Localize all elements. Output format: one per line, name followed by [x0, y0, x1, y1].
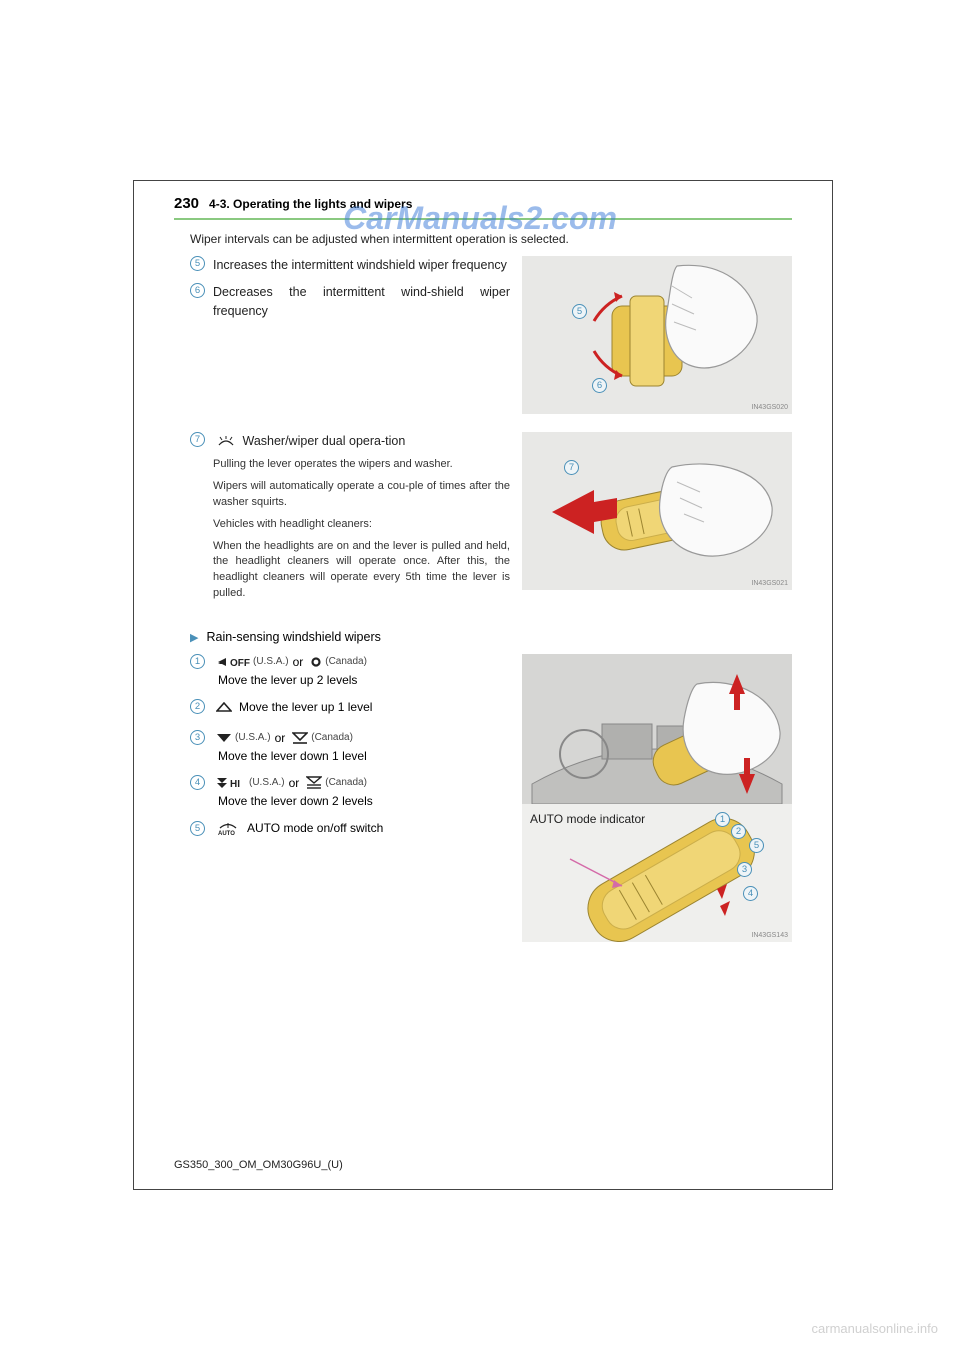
text-column: 1 OFF (U.S.A.) or (Canada) Move the leve…: [190, 654, 522, 946]
option-item: 2 Move the lever up 1 level: [190, 699, 510, 730]
illustration-column: 7 IN43GS021: [522, 432, 792, 616]
circled-number-icon: 4: [190, 775, 205, 790]
option-action: Move the lever up 2 levels: [218, 673, 510, 687]
triangle-down-bar-icon: [292, 732, 308, 744]
list-item: 5 Increases the intermittent windshield …: [190, 256, 510, 275]
circled-number-icon: 7: [190, 432, 205, 447]
svg-text:OFF: OFF: [230, 658, 250, 668]
region-label: (U.S.A.): [249, 777, 285, 788]
svg-text:HI: HI: [230, 779, 240, 789]
region-label: (Canada): [311, 732, 353, 743]
washer-title: Washer/wiper dual opera-tion: [242, 434, 405, 448]
option-item: 5 AUTO AUTO mode on/off switch: [190, 820, 510, 836]
off-icon: OFF: [216, 656, 250, 668]
callout-number-icon: 5: [572, 304, 587, 319]
circled-number-icon: 2: [190, 699, 205, 714]
option-action: Move the lever down 2 levels: [218, 794, 510, 808]
manual-page: 230 4-3. Operating the lights and wipers…: [133, 180, 833, 1190]
list-item: 6 Decreases the intermittent wind-shield…: [190, 283, 510, 321]
option-item: 4 HI (U.S.A.) or (Canada) Move the lever…: [190, 775, 510, 808]
auto-mode-label: AUTO mode indicator: [530, 812, 645, 828]
separator-or: or: [275, 731, 286, 745]
sub-paragraph: When the headlights are on and the lever…: [213, 539, 510, 603]
illustration-column: AUTO mode indicator 1 2 5 3 4 IN43GS143: [522, 654, 792, 946]
illustration-id: IN43GS021: [751, 580, 788, 587]
svg-text:AUTO: AUTO: [218, 831, 235, 836]
option-action-inline: Move the lever up 1 level: [239, 700, 372, 714]
triangle-bullet-icon: ▶: [190, 631, 198, 644]
block-washer: 7 Washer/wiper dual opera-tion Pulling t…: [134, 432, 832, 630]
text-column: 7 Washer/wiper dual opera-tion Pulling t…: [190, 432, 522, 616]
illus-svg: [522, 432, 792, 590]
triangle-up-icon: [216, 702, 232, 712]
footer-brand: carmanualsonline.info: [812, 1321, 938, 1336]
illustration-washer: 7 IN43GS021: [522, 432, 792, 590]
sub-paragraph: Wipers will automatically operate a cou-…: [213, 479, 510, 511]
illustration-id: IN43GS020: [751, 404, 788, 411]
separator-or: or: [293, 655, 304, 669]
option-action: Move the lever down 1 level: [218, 749, 510, 763]
callout-number-icon: 6: [592, 378, 607, 393]
circle-icon: [310, 656, 322, 668]
region-label: (Canada): [325, 656, 367, 667]
item-body: Washer/wiper dual opera-tion Pulling the…: [213, 432, 510, 608]
header-row: 230 4-3. Operating the lights and wipers: [134, 181, 832, 218]
block-rain-sensing: 1 OFF (U.S.A.) or (Canada) Move the leve…: [134, 654, 832, 960]
illus-svg: [522, 256, 792, 414]
sub-paragraph: Pulling the lever operates the wipers an…: [213, 457, 510, 473]
item-text: Decreases the intermittent wind-shield w…: [213, 283, 510, 321]
sub-paragraph: Vehicles with headlight cleaners:: [213, 517, 510, 533]
page-number: 230: [174, 195, 199, 212]
double-down-bar-icon: [306, 776, 322, 790]
illustration-intermittent: 5 6 IN43GS020: [522, 256, 792, 414]
illustration-column: 5 6 IN43GS020: [522, 256, 792, 418]
circled-number-icon: 3: [190, 730, 205, 745]
callout-number-icon: 7: [564, 460, 579, 475]
hi-icon: HI: [216, 777, 246, 789]
intro-text: Wiper intervals can be adjusted when int…: [134, 232, 832, 256]
circled-number-icon: 5: [190, 256, 205, 271]
list-item: 7 Washer/wiper dual opera-tion Pulling t…: [190, 432, 510, 608]
auto-icon: AUTO: [216, 820, 240, 836]
subsection-bullet: ▶ Rain-sensing windshield wipers: [134, 630, 832, 654]
circled-number-icon: 6: [190, 283, 205, 298]
text-column: 5 Increases the intermittent windshield …: [190, 256, 522, 418]
document-id: GS350_300_OM_OM30G96U_(U): [174, 1159, 343, 1171]
region-label: (U.S.A.): [235, 732, 271, 743]
option-item: 3 (U.S.A.) or (Canada) Move the lever do…: [190, 730, 510, 763]
region-label: (Canada): [325, 777, 367, 788]
section-title: 4-3. Operating the lights and wipers: [209, 197, 412, 211]
option-action-inline: AUTO mode on/off switch: [247, 821, 383, 835]
washer-icon: [216, 435, 236, 449]
option-item: 1 OFF (U.S.A.) or (Canada) Move the leve…: [190, 654, 510, 687]
illustration-auto-mode: AUTO mode indicator 1 2 5 3 4 IN43GS143: [522, 654, 792, 942]
circled-number-icon: 1: [190, 654, 205, 669]
separator-or: or: [289, 776, 300, 790]
triangle-down-icon: [216, 733, 232, 743]
illustration-id: IN43GS143: [751, 932, 788, 939]
circled-number-icon: 5: [190, 821, 205, 836]
accent-divider: [174, 218, 792, 220]
item-text: Increases the intermittent windshield wi…: [213, 256, 510, 275]
region-label: (U.S.A.): [253, 656, 289, 667]
subsection-label: Rain-sensing windshield wipers: [206, 630, 380, 644]
block-intermittent: 5 Increases the intermittent windshield …: [134, 256, 832, 432]
